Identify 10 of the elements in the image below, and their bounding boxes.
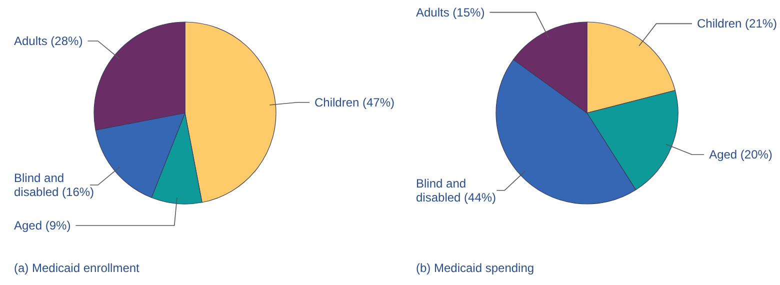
- text: (b) Medicaid spending: [416, 261, 534, 275]
- slice-label: Adults (28%): [14, 34, 83, 48]
- slice-label: Adults (15%): [416, 5, 485, 20]
- slice-label: Children (21%): [697, 16, 778, 31]
- slice-label: Children (47%): [314, 95, 395, 110]
- text: (a) Medicaid enrollment: [14, 261, 140, 275]
- slice-label: Blind and disabled (44%): [416, 176, 496, 204]
- slice-label: Aged (9%): [14, 218, 71, 232]
- slice-label: Blind and disabled (16%): [14, 171, 94, 200]
- slice-label: Aged (20%): [709, 148, 772, 162]
